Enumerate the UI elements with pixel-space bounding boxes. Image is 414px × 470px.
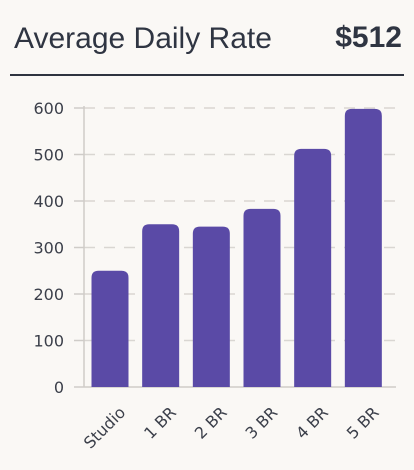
bar	[243, 208, 281, 387]
x-category-label: 1 BR	[140, 403, 180, 443]
y-tick-label: 500	[33, 146, 64, 165]
y-tick-label: 100	[33, 332, 64, 351]
x-category-label: 3 BR	[241, 403, 281, 443]
y-tick-label: 0	[54, 378, 64, 397]
chart-title: Average Daily Rate	[14, 22, 272, 55]
bar	[294, 148, 332, 387]
chart-header: Average Daily Rate $512	[10, 0, 404, 76]
y-tick-label: 600	[33, 99, 64, 118]
y-tick-label: 400	[33, 192, 64, 211]
x-category-label: 2 BR	[191, 403, 231, 443]
bar	[91, 270, 129, 387]
y-tick-label: 300	[33, 239, 64, 258]
bar	[192, 226, 230, 387]
x-category-label: 4 BR	[292, 403, 332, 443]
y-tick-label: 200	[33, 285, 64, 304]
x-category-label: 5 BR	[343, 403, 383, 443]
x-category-label: Studio	[80, 403, 129, 452]
bar	[344, 108, 382, 388]
average-rate-value: $512	[335, 21, 402, 54]
bar	[142, 224, 180, 387]
